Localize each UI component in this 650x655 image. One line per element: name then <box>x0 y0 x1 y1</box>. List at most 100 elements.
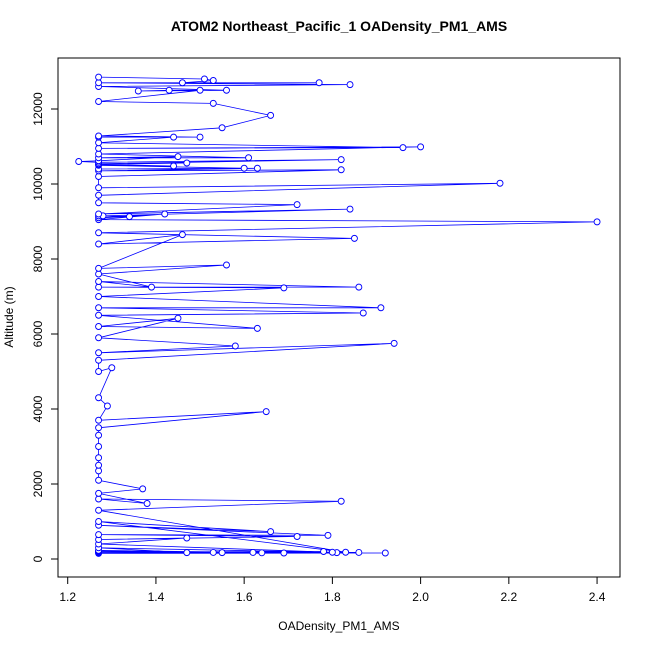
data-point <box>95 144 103 152</box>
data-point <box>95 278 103 285</box>
data-point <box>209 99 217 107</box>
data-point <box>253 164 261 172</box>
data-point <box>95 173 103 180</box>
data-point <box>95 229 103 237</box>
data-point <box>377 304 385 312</box>
data-point <box>95 531 103 539</box>
data-point <box>240 164 248 172</box>
data-point <box>95 368 103 375</box>
data-point <box>381 549 389 557</box>
y-tick-label: 10000 <box>31 167 45 201</box>
data-point <box>178 231 186 239</box>
data-point <box>95 270 103 278</box>
data-point <box>399 144 407 152</box>
data-point <box>178 79 186 87</box>
data-point <box>143 500 151 507</box>
data-point <box>75 158 83 165</box>
data-point <box>223 261 230 269</box>
data-point <box>95 424 103 432</box>
data-point <box>209 548 217 556</box>
x-tick-label: 1.2 <box>59 590 76 604</box>
data-point <box>355 548 363 556</box>
data-point <box>328 548 336 556</box>
data-point <box>95 349 103 357</box>
data-point <box>95 150 103 158</box>
data-point <box>350 234 358 242</box>
data-point <box>231 342 239 350</box>
data-point <box>95 293 103 300</box>
data-point <box>593 218 601 226</box>
data-point <box>165 86 173 94</box>
data-point <box>337 156 345 164</box>
data-point <box>170 133 178 141</box>
data-point <box>95 199 103 207</box>
data-point <box>95 476 103 484</box>
data-point <box>337 497 345 505</box>
data-point <box>95 489 103 497</box>
data-point <box>95 443 103 450</box>
data-point <box>95 79 103 87</box>
data-point <box>95 323 103 330</box>
data-point <box>183 159 191 167</box>
data-point <box>315 79 323 87</box>
data-point <box>95 416 103 424</box>
data-point <box>174 153 182 161</box>
data-point <box>267 528 275 536</box>
data-point <box>170 162 178 170</box>
data-point <box>201 75 208 83</box>
data-point <box>95 394 103 402</box>
data-point <box>258 549 266 557</box>
data-point <box>95 98 103 105</box>
data-point <box>95 495 103 503</box>
data-point <box>346 81 354 89</box>
data-point <box>223 86 230 94</box>
x-tick-label: 2.2 <box>500 590 517 604</box>
data-point <box>95 518 103 525</box>
data-point <box>183 534 191 542</box>
data-point <box>95 191 103 199</box>
data-point <box>342 548 350 556</box>
data-point <box>355 283 363 291</box>
data-point <box>161 210 169 218</box>
data-point <box>346 205 354 213</box>
data-point <box>267 111 275 119</box>
data-point <box>103 402 111 410</box>
chart-title: ATOM2 Northeast_Pacific_1 OADensity_PM1_… <box>171 18 507 34</box>
data-point <box>95 461 103 469</box>
data-point <box>95 210 103 218</box>
data-point <box>139 485 147 493</box>
data-point <box>280 549 288 557</box>
x-tick-label: 2.0 <box>412 590 429 604</box>
data-point <box>95 334 103 342</box>
data-point <box>262 408 270 416</box>
y-tick-label: 4000 <box>31 395 45 422</box>
data-point <box>95 356 103 364</box>
data-point <box>95 431 103 439</box>
data-point <box>253 324 261 332</box>
data-point <box>95 264 103 272</box>
data-point <box>218 124 226 132</box>
data-point <box>95 506 103 514</box>
data-point <box>95 454 103 462</box>
data-point <box>218 549 226 557</box>
data-point <box>196 86 204 94</box>
data-point <box>174 314 182 322</box>
x-tick-label: 2.4 <box>589 590 606 604</box>
y-tick-label: 12000 <box>31 92 45 126</box>
data-point <box>95 311 103 319</box>
data-point <box>496 179 504 187</box>
x-tick-label: 1.6 <box>236 590 253 604</box>
plot-frame <box>57 57 621 578</box>
y-tick-label: 2000 <box>31 470 45 497</box>
data-point <box>209 77 217 84</box>
x-axis-label: OADensity_PM1_AMS <box>278 619 399 633</box>
data-point <box>293 533 301 540</box>
data-point <box>390 339 398 347</box>
data-point <box>293 201 301 209</box>
x-tick-label: 1.4 <box>148 590 165 604</box>
data-point <box>95 73 103 81</box>
data-point <box>95 139 103 147</box>
y-tick-label: 6000 <box>31 320 45 347</box>
data-point <box>359 309 367 317</box>
